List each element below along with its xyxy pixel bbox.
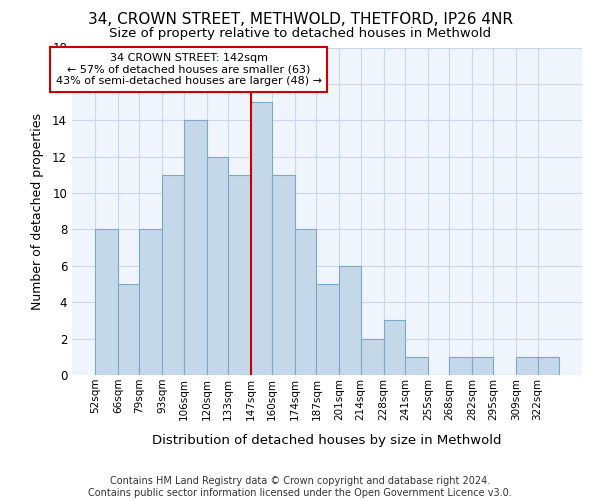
Bar <box>516 357 538 375</box>
Bar <box>383 320 405 375</box>
Y-axis label: Number of detached properties: Number of detached properties <box>31 113 44 310</box>
Bar <box>316 284 339 375</box>
Bar <box>339 266 361 375</box>
Bar <box>251 102 272 375</box>
Text: 34 CROWN STREET: 142sqm
← 57% of detached houses are smaller (63)
43% of semi-de: 34 CROWN STREET: 142sqm ← 57% of detache… <box>56 53 322 86</box>
Bar <box>95 230 118 375</box>
Text: Contains HM Land Registry data © Crown copyright and database right 2024.
Contai: Contains HM Land Registry data © Crown c… <box>88 476 512 498</box>
Bar <box>228 175 251 375</box>
Bar <box>139 230 163 375</box>
Bar <box>184 120 206 375</box>
X-axis label: Distribution of detached houses by size in Methwold: Distribution of detached houses by size … <box>152 434 502 447</box>
Bar <box>163 175 184 375</box>
Bar <box>538 357 559 375</box>
Bar <box>472 357 493 375</box>
Bar <box>405 357 428 375</box>
Bar <box>361 338 383 375</box>
Text: 34, CROWN STREET, METHWOLD, THETFORD, IP26 4NR: 34, CROWN STREET, METHWOLD, THETFORD, IP… <box>88 12 512 28</box>
Bar <box>272 175 295 375</box>
Bar <box>206 156 228 375</box>
Bar <box>295 230 316 375</box>
Text: Size of property relative to detached houses in Methwold: Size of property relative to detached ho… <box>109 28 491 40</box>
Bar <box>118 284 139 375</box>
Bar <box>449 357 472 375</box>
